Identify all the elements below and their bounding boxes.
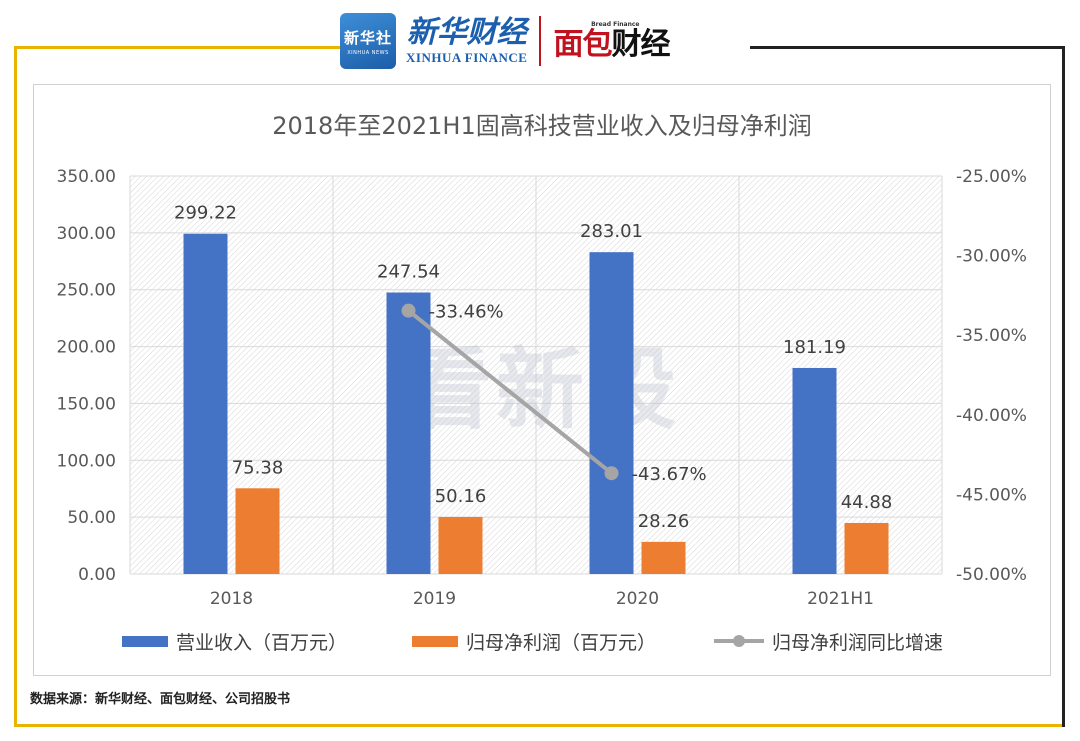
y-left-tick-label: 200.00 <box>57 338 116 358</box>
revenue-bar <box>183 233 228 574</box>
y-right-tick-label: -35.00% <box>956 326 1027 346</box>
chart-svg: 2018年至2021H1固高科技营业收入及归母净利润 看新股 299.22 247… <box>57 112 1027 654</box>
revenue-data-label: 247.54 <box>377 262 440 283</box>
xinhua-finance-en: XINHUA FINANCE <box>406 50 528 65</box>
xinhua-finance-cn: 新华财经 <box>406 15 527 50</box>
y-right-tick-label: -30.00% <box>956 247 1027 267</box>
xinhua-badge-en: XINHUA NEWS <box>347 49 389 56</box>
bread-finance-cn: 面包财经 <box>553 26 670 62</box>
growth-point <box>401 303 416 318</box>
y-left-tick-label: 350.00 <box>57 167 116 187</box>
y-right-tick-label: -50.00% <box>956 565 1027 585</box>
bread-finance-en: Bread Finance <box>591 20 640 28</box>
data-source-note: 数据来源：新华财经、面包财经、公司招股书 <box>30 692 291 707</box>
header-logos: 新华社 XINHUA NEWS 新华财经 XINHUA FINANCE Brea… <box>340 6 750 76</box>
legend-revenue-swatch <box>122 636 168 647</box>
bread-finance-cn-a: 面包 <box>553 26 612 62</box>
y-right-tick-label: -40.00% <box>956 406 1027 426</box>
revenue-data-label: 283.01 <box>580 221 643 242</box>
frame-line-top-right <box>745 46 1065 49</box>
growth-point <box>604 466 619 481</box>
xinhua-finance-logo: 新华财经 XINHUA FINANCE <box>406 16 527 66</box>
legend-growth-label: 归母净利润同比增速 <box>772 632 943 654</box>
bread-finance-logo: Bread Finance 面包财经 <box>553 20 670 62</box>
legend-growth-marker <box>733 635 745 647</box>
profit-bar <box>235 488 280 574</box>
chart-panel: 2018年至2021H1固高科技营业收入及归母净利润 看新股 299.22 247… <box>33 84 1051 676</box>
profit-data-label: 28.26 <box>638 511 690 532</box>
revenue-bar <box>386 292 431 574</box>
frame-line-top-left <box>14 46 344 49</box>
y-left-tick-label: 250.00 <box>57 281 116 301</box>
legend-profit-label: 归母净利润（百万元） <box>466 632 656 654</box>
y-left-tick-label: 50.00 <box>67 508 116 528</box>
revenue-bar <box>589 252 634 575</box>
axis-labels-layer: 0.00 50.00 100.00 150.00 200.00 250.00 300.00 3… <box>57 167 1027 609</box>
y-left-tick-label: 150.00 <box>57 394 116 414</box>
y-left-tick-label: 300.00 <box>57 224 116 244</box>
profit-bar <box>844 522 889 574</box>
frame-line-bottom <box>14 724 1064 727</box>
y-left-tick-label: 100.00 <box>57 451 116 471</box>
growth-line-layer <box>401 303 619 481</box>
profit-bar <box>438 516 483 574</box>
revenue-bar <box>792 367 837 574</box>
bars-layer <box>183 233 889 575</box>
chart-title: 2018年至2021H1固高科技营业收入及归母净利润 <box>272 112 811 140</box>
y-left-tick-label: 0.00 <box>78 565 116 585</box>
profit-data-label: 44.88 <box>841 492 893 513</box>
logo-separator <box>539 16 542 66</box>
y-right-tick-label: -25.00% <box>956 167 1027 187</box>
profit-bar <box>641 541 686 574</box>
xinhua-badge-cn: 新华社 <box>343 28 392 47</box>
x-tick-label: 2019 <box>413 589 456 609</box>
growth-data-label: -43.67% <box>632 464 707 485</box>
frame-line-left <box>14 46 17 726</box>
revenue-data-label: 299.22 <box>174 203 237 224</box>
data-labels-layer: 299.22 247.54 283.01 181.19 75.38 50.16 28.26 4… <box>174 203 892 532</box>
revenue-data-label: 181.19 <box>783 337 846 358</box>
legend-revenue-label: 营业收入（百万元） <box>176 632 347 654</box>
profit-data-label: 75.38 <box>232 457 284 478</box>
x-tick-label: 2018 <box>210 589 253 609</box>
growth-line <box>407 309 613 475</box>
legend-profit-swatch <box>412 636 458 647</box>
frame-line-right <box>1062 46 1065 727</box>
watermark-text: 看新股 <box>404 338 680 441</box>
x-tick-label: 2021H1 <box>807 589 874 609</box>
profit-data-label: 50.16 <box>435 486 487 507</box>
xinhua-news-logo: 新华社 XINHUA NEWS <box>340 13 396 69</box>
bread-finance-cn-b: 财经 <box>611 26 670 62</box>
legend: 营业收入（百万元） 归母净利润（百万元） 归母净利润同比增速 <box>122 632 943 654</box>
y-right-tick-label: -45.00% <box>956 485 1027 505</box>
x-tick-label: 2020 <box>616 589 659 609</box>
growth-data-label: -33.46% <box>429 302 504 323</box>
